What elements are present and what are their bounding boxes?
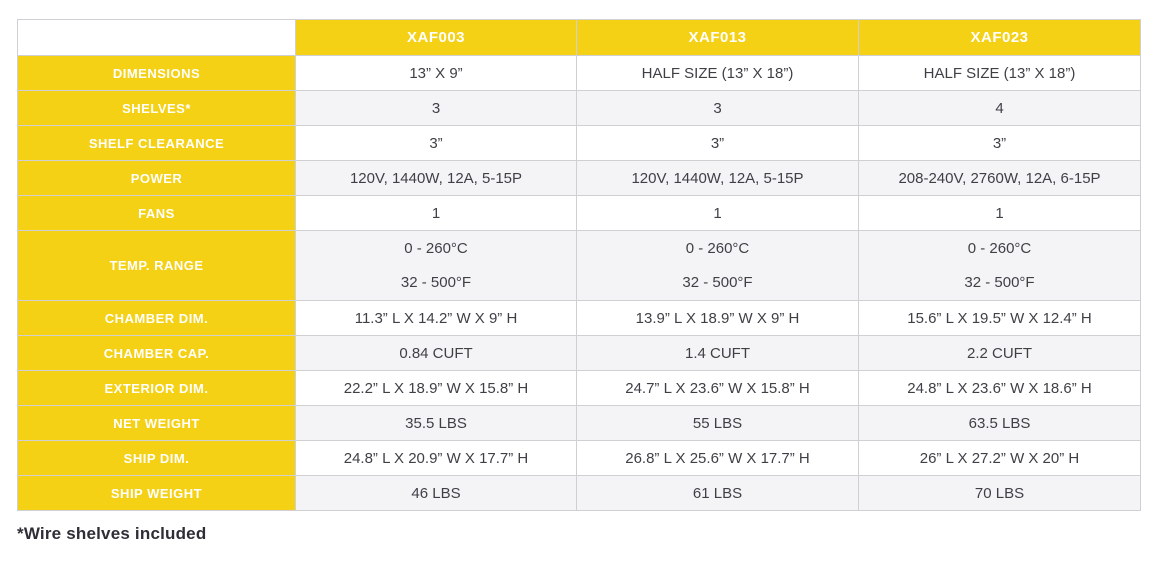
cell-chamber-cap-xaf023: 2.2 CUFT — [858, 335, 1141, 371]
cell-dimensions-xaf003: 13” X 9” — [295, 55, 577, 91]
corner-cell — [17, 19, 296, 56]
temp-celsius: 0 - 260°C — [685, 239, 750, 257]
cell-shelf-clearance-xaf003: 3” — [295, 125, 577, 161]
row-label-temp-range: TEMP. RANGE — [17, 230, 296, 301]
cell-shelf-clearance-xaf013: 3” — [576, 125, 859, 161]
footnote-wire-shelves: *Wire shelves included — [17, 524, 207, 543]
table-row-exterior-dim: EXTERIOR DIM. 22.2” L X 18.9” W X 15.8” … — [17, 370, 1141, 406]
cell-net-weight-xaf003: 35.5 LBS — [295, 405, 577, 441]
spec-comparison-table: XAF003 XAF013 XAF023 DIMENSIONS 13” X 9”… — [17, 19, 1141, 511]
table-row-ship-dim: SHIP DIM. 24.8” L X 20.9” W X 17.7” H 26… — [17, 440, 1141, 476]
table-row-net-weight: NET WEIGHT 35.5 LBS 55 LBS 63.5 LBS — [17, 405, 1141, 441]
row-label-chamber-dim: CHAMBER DIM. — [17, 300, 296, 336]
cell-ship-dim-xaf023: 26” L X 27.2” W X 20” H — [858, 440, 1141, 476]
row-label-ship-dim: SHIP DIM. — [17, 440, 296, 476]
table-row-chamber-dim: CHAMBER DIM. 11.3” L X 14.2” W X 9” H 13… — [17, 300, 1141, 336]
temp-celsius: 0 - 260°C — [967, 239, 1032, 257]
temp-celsius: 0 - 260°C — [404, 239, 468, 257]
cell-chamber-dim-xaf003: 11.3” L X 14.2” W X 9” H — [295, 300, 577, 336]
cell-power-xaf013: 120V, 1440W, 12A, 5-15P — [576, 160, 859, 196]
cell-net-weight-xaf023: 63.5 LBS — [858, 405, 1141, 441]
row-label-chamber-cap: CHAMBER CAP. — [17, 335, 296, 371]
cell-power-xaf003: 120V, 1440W, 12A, 5-15P — [295, 160, 577, 196]
cell-ship-dim-xaf003: 24.8” L X 20.9” W X 17.7” H — [295, 440, 577, 476]
row-label-shelf-clearance: SHELF CLEARANCE — [17, 125, 296, 161]
row-label-ship-weight: SHIP WEIGHT — [17, 475, 296, 511]
cell-ship-dim-xaf013: 26.8” L X 25.6” W X 17.7” H — [576, 440, 859, 476]
column-header-xaf013: XAF013 — [576, 19, 859, 56]
cell-chamber-dim-xaf023: 15.6” L X 19.5” W X 12.4” H — [858, 300, 1141, 336]
temp-fahrenheit: 32 - 500°F — [400, 273, 472, 291]
cell-shelves-xaf023: 4 — [858, 90, 1141, 126]
cell-shelves-xaf003: 3 — [295, 90, 577, 126]
cell-fans-xaf003: 1 — [295, 195, 577, 231]
table-row-shelves: SHELVES* 3 3 4 — [17, 90, 1141, 126]
table-row-shelf-clearance: SHELF CLEARANCE 3” 3” 3” — [17, 125, 1141, 161]
cell-ship-weight-xaf003: 46 LBS — [295, 475, 577, 511]
column-header-xaf023: XAF023 — [858, 19, 1141, 56]
cell-exterior-dim-xaf023: 24.8” L X 23.6” W X 18.6” H — [858, 370, 1141, 406]
table-row-power: POWER 120V, 1440W, 12A, 5-15P 120V, 1440… — [17, 160, 1141, 196]
row-label-fans: FANS — [17, 195, 296, 231]
row-label-exterior-dim: EXTERIOR DIM. — [17, 370, 296, 406]
cell-temp-range-xaf003: 0 - 260°C 32 - 500°F — [295, 230, 577, 301]
table-row-ship-weight: SHIP WEIGHT 46 LBS 61 LBS 70 LBS — [17, 475, 1141, 511]
cell-ship-weight-xaf023: 70 LBS — [858, 475, 1141, 511]
column-header-xaf003: XAF003 — [295, 19, 577, 56]
cell-dimensions-xaf023: HALF SIZE (13” X 18”) — [858, 55, 1141, 91]
row-label-dimensions: DIMENSIONS — [17, 55, 296, 91]
table-row-chamber-cap: CHAMBER CAP. 0.84 CUFT 1.4 CUFT 2.2 CUFT — [17, 335, 1141, 371]
cell-chamber-cap-xaf003: 0.84 CUFT — [295, 335, 577, 371]
cell-shelf-clearance-xaf023: 3” — [858, 125, 1141, 161]
row-label-power: POWER — [17, 160, 296, 196]
cell-power-xaf023: 208-240V, 2760W, 12A, 6-15P — [858, 160, 1141, 196]
cell-net-weight-xaf013: 55 LBS — [576, 405, 859, 441]
cell-chamber-dim-xaf013: 13.9” L X 18.9” W X 9” H — [576, 300, 859, 336]
cell-temp-range-xaf013: 0 - 260°C 32 - 500°F — [576, 230, 859, 301]
cell-shelves-xaf013: 3 — [576, 90, 859, 126]
table-row-temp-range: TEMP. RANGE 0 - 260°C 32 - 500°F 0 - 260… — [17, 230, 1141, 301]
row-label-shelves: SHELVES* — [17, 90, 296, 126]
row-label-net-weight: NET WEIGHT — [17, 405, 296, 441]
cell-fans-xaf013: 1 — [576, 195, 859, 231]
cell-temp-range-xaf023: 0 - 260°C 32 - 500°F — [858, 230, 1141, 301]
cell-fans-xaf023: 1 — [858, 195, 1141, 231]
cell-ship-weight-xaf013: 61 LBS — [576, 475, 859, 511]
cell-dimensions-xaf013: HALF SIZE (13” X 18”) — [576, 55, 859, 91]
temp-fahrenheit: 32 - 500°F — [964, 273, 1035, 291]
cell-exterior-dim-xaf003: 22.2” L X 18.9” W X 15.8” H — [295, 370, 577, 406]
cell-exterior-dim-xaf013: 24.7” L X 23.6” W X 15.8” H — [576, 370, 859, 406]
table-row-dimensions: DIMENSIONS 13” X 9” HALF SIZE (13” X 18”… — [17, 55, 1141, 91]
table-row-fans: FANS 1 1 1 — [17, 195, 1141, 231]
temp-fahrenheit: 32 - 500°F — [682, 273, 753, 291]
cell-chamber-cap-xaf013: 1.4 CUFT — [576, 335, 859, 371]
table-header-row: XAF003 XAF013 XAF023 — [17, 19, 1141, 56]
